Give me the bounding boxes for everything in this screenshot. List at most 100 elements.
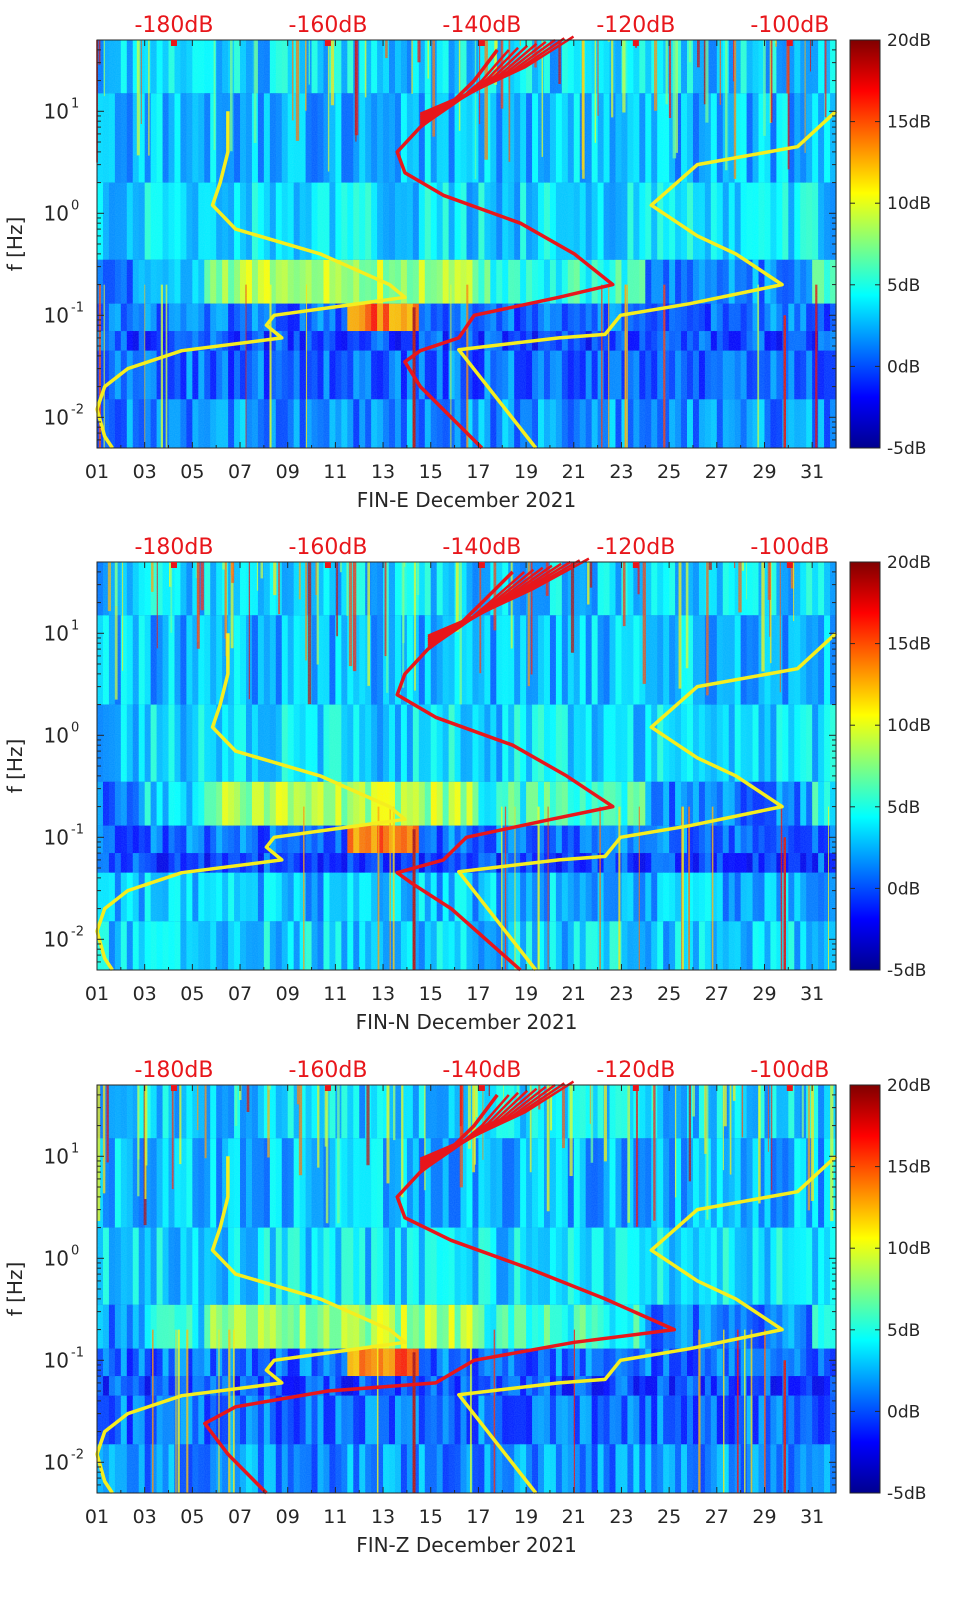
colorbar-label: 5dB bbox=[887, 1321, 920, 1341]
x-tick-label: 05 bbox=[180, 461, 204, 483]
x-tick-label: 09 bbox=[276, 1506, 300, 1528]
y-tick-label: 10 bbox=[44, 621, 69, 645]
x-tick-label: 21 bbox=[562, 1506, 586, 1528]
colorbar-label: 15dB bbox=[887, 1158, 931, 1178]
top-db-label: -100dB bbox=[750, 13, 829, 38]
panel-fin-n: 01 03 05 07 09 11 13 15 17 19 21 23 25 27 29 3110-210-1… bbox=[3, 535, 931, 1034]
x-axis-label: FIN-E December 2021 bbox=[357, 488, 577, 512]
y-tick-exponent: 1 bbox=[71, 618, 79, 633]
x-tick-label: 31 bbox=[800, 983, 824, 1005]
y-tick-label: 10 bbox=[44, 1246, 69, 1270]
colorbar-label: 10dB bbox=[887, 716, 931, 736]
x-tick-label: 07 bbox=[228, 1506, 252, 1528]
top-db-marker bbox=[786, 40, 793, 46]
y-axis-label: f [Hz] bbox=[3, 739, 27, 794]
y-tick-exponent: -1 bbox=[71, 300, 84, 315]
colorbar-label: -5dB bbox=[887, 961, 926, 981]
colorbar-label: 15dB bbox=[887, 113, 931, 133]
panel-fin-e: 01 03 05 07 09 11 13 15 17 19 21 23 25 27 29 3110-210-1… bbox=[3, 13, 931, 512]
x-tick-label: 05 bbox=[180, 1506, 204, 1528]
top-db-marker bbox=[786, 1085, 793, 1091]
x-tick-label: 01 bbox=[85, 461, 109, 483]
colorbar-label: 5dB bbox=[887, 798, 920, 818]
top-db-marker bbox=[632, 40, 639, 46]
y-tick-exponent: 0 bbox=[71, 198, 79, 213]
x-tick-label: 03 bbox=[133, 1506, 157, 1528]
colorbar-label: 10dB bbox=[887, 194, 931, 214]
top-db-marker bbox=[478, 562, 485, 568]
top-db-marker bbox=[478, 1085, 485, 1091]
y-axis-label: f [Hz] bbox=[3, 217, 27, 272]
psd-spread-curve bbox=[419, 1080, 575, 1160]
x-tick-label: 09 bbox=[276, 983, 300, 1005]
x-tick-label: 25 bbox=[657, 461, 681, 483]
x-tick-label: 11 bbox=[323, 461, 347, 483]
colorbar: 20dB 15dB 10dB 5dB 0dB -5dB bbox=[849, 553, 931, 981]
colorbar-label: -5dB bbox=[887, 439, 926, 459]
x-tick-label: 17 bbox=[466, 461, 490, 483]
x-tick-label: 31 bbox=[800, 461, 824, 483]
top-db-label: -140dB bbox=[442, 535, 521, 560]
top-db-marker bbox=[170, 1085, 177, 1091]
x-tick-label: 01 bbox=[85, 1506, 109, 1528]
x-tick-label: 13 bbox=[371, 1506, 395, 1528]
top-db-label: -100dB bbox=[750, 1058, 829, 1083]
y-tick-exponent: 0 bbox=[71, 720, 79, 735]
y-tick-label: 10 bbox=[44, 1348, 69, 1372]
x-tick-label: 09 bbox=[276, 461, 300, 483]
y-tick-label: 10 bbox=[44, 927, 69, 951]
x-tick-label: 17 bbox=[466, 1506, 490, 1528]
x-tick-label: 13 bbox=[371, 983, 395, 1005]
top-db-marker bbox=[324, 1085, 331, 1091]
top-db-marker bbox=[324, 562, 331, 568]
colorbar-label: 0dB bbox=[887, 879, 920, 899]
y-tick-label: 10 bbox=[44, 1144, 69, 1168]
x-tick-label: 13 bbox=[371, 461, 395, 483]
top-db-label: -120dB bbox=[596, 1058, 675, 1083]
x-tick-label: 19 bbox=[514, 1506, 538, 1528]
x-tick-label: 27 bbox=[705, 1506, 729, 1528]
y-tick-label: 10 bbox=[44, 405, 69, 429]
colorbar-label: 5dB bbox=[887, 276, 920, 296]
top-db-label: -180dB bbox=[134, 13, 213, 38]
top-db-label: -160dB bbox=[288, 535, 367, 560]
x-tick-label: 29 bbox=[752, 461, 776, 483]
x-tick-label: 21 bbox=[562, 461, 586, 483]
low-noise-model-curve bbox=[95, 111, 407, 449]
colorbar-label: 15dB bbox=[887, 635, 931, 655]
x-tick-label: 03 bbox=[133, 461, 157, 483]
colorbar-label: -5dB bbox=[887, 1484, 926, 1504]
y-tick-label: 10 bbox=[44, 303, 69, 327]
panel-fin-z: 01 03 05 07 09 11 13 15 17 19 21 23 25 27 29 3110-210-1… bbox=[3, 1058, 931, 1557]
x-tick-label: 23 bbox=[609, 983, 633, 1005]
y-tick-exponent: -1 bbox=[71, 1345, 84, 1360]
x-tick-label: 27 bbox=[705, 461, 729, 483]
x-tick-label: 15 bbox=[419, 983, 443, 1005]
top-db-marker bbox=[632, 1085, 639, 1091]
x-axis-label: FIN-Z December 2021 bbox=[356, 1533, 577, 1557]
colorbar-gradient bbox=[849, 39, 881, 449]
x-tick-label: 15 bbox=[419, 461, 443, 483]
colorbar-label: 20dB bbox=[887, 553, 931, 573]
top-db-label: -100dB bbox=[750, 535, 829, 560]
x-axis-label: FIN-N December 2021 bbox=[356, 1010, 578, 1034]
colorbar-label: 0dB bbox=[887, 1402, 920, 1422]
y-tick-label: 10 bbox=[44, 201, 69, 225]
x-tick-label: 01 bbox=[85, 983, 109, 1005]
x-tick-label: 15 bbox=[419, 1506, 443, 1528]
x-tick-label: 07 bbox=[228, 461, 252, 483]
y-tick-exponent: 1 bbox=[71, 96, 79, 111]
spectrogram bbox=[96, 39, 837, 448]
x-tick-label: 29 bbox=[752, 1506, 776, 1528]
colorbar-label: 0dB bbox=[887, 357, 920, 377]
x-tick-label: 29 bbox=[752, 983, 776, 1005]
low-noise-model-curve bbox=[95, 633, 407, 971]
top-db-marker bbox=[170, 562, 177, 568]
x-tick-label: 31 bbox=[800, 1506, 824, 1528]
colorbar: 20dB 15dB 10dB 5dB 0dB -5dB bbox=[849, 31, 931, 459]
y-tick-label: 10 bbox=[44, 99, 69, 123]
y-tick-exponent: 0 bbox=[71, 1243, 79, 1258]
y-tick-label: 10 bbox=[44, 825, 69, 849]
top-db-label: -160dB bbox=[288, 13, 367, 38]
